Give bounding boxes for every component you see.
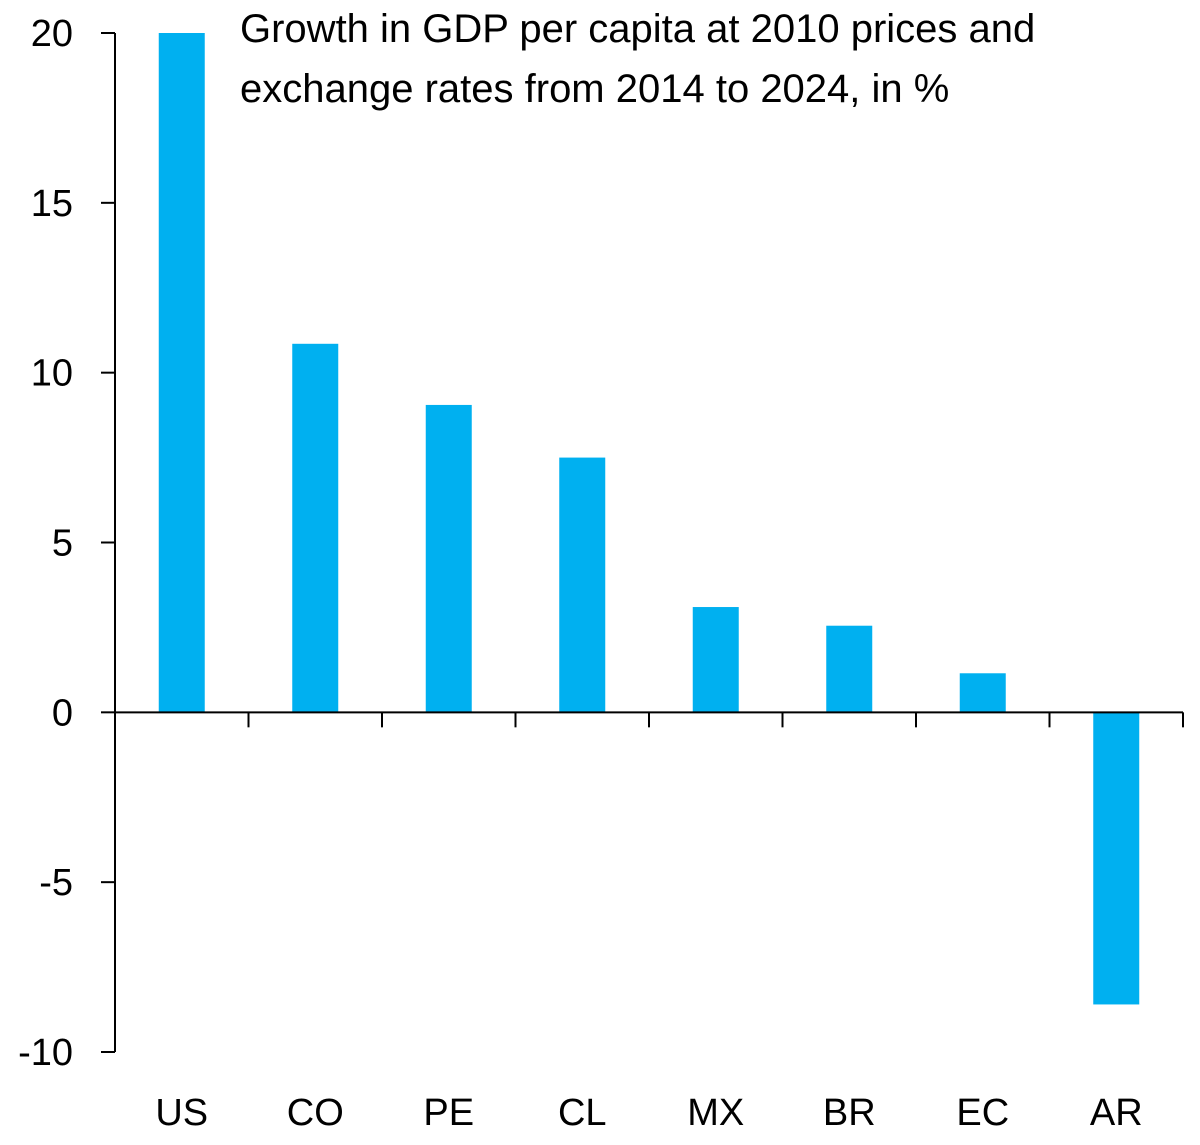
y-tick-label: 5 xyxy=(52,523,73,565)
y-tick-label: 0 xyxy=(52,692,73,734)
bar-cl xyxy=(559,457,606,713)
x-category-label: CO xyxy=(287,1092,344,1134)
chart-title: Growth in GDP per capita at 2010 prices … xyxy=(240,7,1035,111)
bar-ar xyxy=(1093,712,1140,1005)
bar-ec xyxy=(959,673,1006,713)
y-ticks-layer: -10 -5 0 5 10 15 20 xyxy=(18,13,115,1074)
x-category-label: CL xyxy=(558,1092,607,1134)
x-category-label: US xyxy=(155,1092,208,1134)
y-tick-label: -5 xyxy=(39,862,73,904)
x-category-label: EC xyxy=(956,1092,1009,1134)
y-tick-label: 10 xyxy=(31,353,73,395)
axes-layer xyxy=(114,33,1183,1052)
bars-layer xyxy=(158,33,1140,1005)
bar-mx xyxy=(692,607,739,713)
y-tick-label: 15 xyxy=(31,183,73,225)
y-tick-label: 20 xyxy=(31,13,73,55)
bar-pe xyxy=(425,404,472,713)
x-category-label: BR xyxy=(823,1092,876,1134)
x-category-label: AR xyxy=(1090,1092,1143,1134)
chart-title-line-2: exchange rates from 2014 to 2024, in % xyxy=(240,67,949,111)
x-category-label: MX xyxy=(687,1092,744,1134)
bar-us xyxy=(158,33,205,713)
bar-co xyxy=(292,343,339,713)
chart-title-line-1: Growth in GDP per capita at 2010 prices … xyxy=(240,7,1035,51)
x-ticks-layer: US CO PE CL MX BR EC AR xyxy=(155,712,1184,1134)
x-category-label: PE xyxy=(423,1092,474,1134)
bar-br xyxy=(826,625,873,713)
y-tick-label: -10 xyxy=(18,1032,73,1074)
